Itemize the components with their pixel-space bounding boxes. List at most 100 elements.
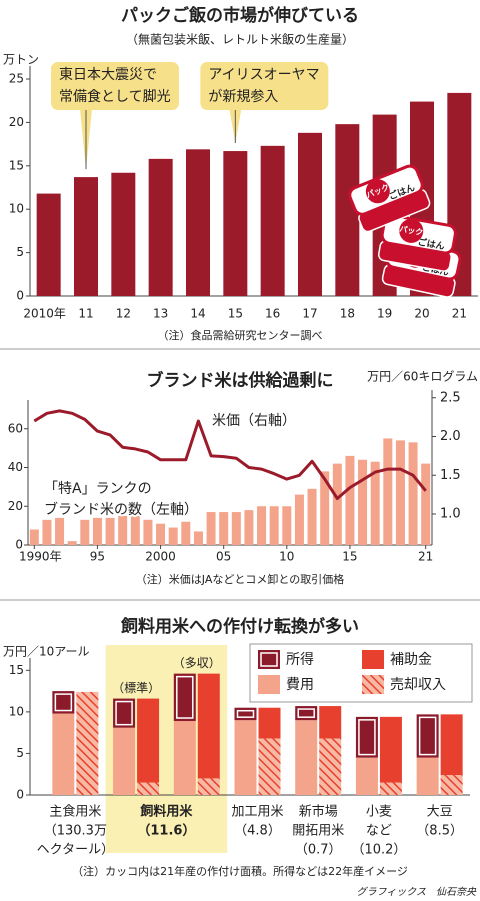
pack-badge [399, 218, 424, 243]
bar [269, 506, 279, 545]
x-tick-label: 21 [452, 307, 467, 321]
bar [421, 463, 431, 545]
bar [148, 158, 173, 296]
bar [193, 531, 203, 545]
x-tick-label: 05 [216, 550, 231, 564]
x-tick-label: 1990年 [19, 550, 62, 564]
bar [111, 172, 136, 296]
y2-tick-label: 1.5 [440, 468, 461, 483]
segment-outline [54, 693, 73, 712]
annotation-text: 東日本大震災で [59, 67, 157, 83]
y-tick-label: 60 [8, 421, 23, 435]
bar [206, 512, 216, 545]
annotation-text: が新規参入 [208, 89, 278, 105]
x-category-label: （130.3万 [44, 824, 107, 839]
segment-outline [176, 675, 194, 719]
bar-segment [234, 720, 257, 795]
scenario-label: （標準） [112, 680, 160, 695]
legend-swatch [362, 650, 384, 669]
pack-badge [365, 179, 390, 204]
chart-title: 飼料用米への作付け転換が多い [120, 616, 359, 637]
bar-segment [113, 698, 136, 728]
bar-segment [52, 713, 75, 795]
x-tick-label: 15 [228, 307, 243, 321]
legend-box [249, 643, 473, 703]
legend-swatch [362, 675, 384, 694]
x-category-label: など [366, 824, 392, 839]
y-tick-label: 0 [15, 538, 23, 552]
y-tick-label: 15 [9, 158, 24, 172]
legend-label: 補助金 [390, 652, 432, 668]
x-tick-label: 11 [78, 307, 93, 321]
x-category-label: 小麦 [366, 805, 392, 820]
axis-unit: 万トン [3, 53, 39, 67]
chart-subtitle: （無菌包装米飯、レトルト米飯の生産量） [126, 32, 354, 47]
axis-unit: 万円／60キログラム [367, 370, 478, 384]
segment-outline [418, 716, 437, 756]
bar [383, 438, 393, 545]
y-tick-label: 5 [16, 746, 24, 760]
bar-segment [258, 707, 281, 739]
x-tick-label: 2000 [145, 550, 176, 564]
bar-segment [76, 691, 99, 795]
bar [29, 529, 39, 545]
bar [408, 442, 418, 545]
bar [80, 519, 90, 545]
x-tick-label: 16 [265, 307, 280, 321]
x-category-label: 飼料用米 [139, 804, 193, 820]
legend-label: 費用 [286, 677, 314, 693]
pack-label: パック [399, 223, 424, 237]
chart-title: パックご飯の市場が伸びている [121, 5, 359, 26]
chart-title: ブランド米は供給過剰に [147, 370, 334, 391]
legend-swatch [258, 650, 280, 669]
x-tick-label: 21 [418, 550, 433, 564]
bar [156, 523, 166, 545]
bar [92, 517, 102, 545]
y-tick-label: 15 [9, 663, 24, 677]
x-category-label: （8.5） [416, 824, 463, 839]
y-tick-label: 0 [16, 788, 24, 802]
bar [36, 193, 61, 296]
axis-unit: 万円／10アール [3, 645, 90, 659]
x-category-label: 開拓用米 [292, 824, 344, 839]
bar-segment [258, 738, 281, 795]
bar [257, 506, 267, 545]
bar-segment [173, 673, 196, 722]
bar [395, 440, 405, 545]
credit: グラフィックス 仙石奈央 [357, 886, 477, 898]
bar [42, 519, 52, 545]
annotation-text: アイリスオーヤマ [208, 67, 319, 83]
bar-segment [197, 778, 220, 795]
segment-outline [358, 719, 376, 756]
y-tick-label: 10 [9, 202, 24, 216]
x-tick-label: 17 [302, 307, 317, 321]
y-tick-label: 25 [9, 72, 24, 86]
x-category-label: ヘクタール） [37, 843, 114, 858]
x-tick-label: 14 [190, 307, 205, 321]
bar [260, 145, 285, 296]
x-tick-label: 2010年 [23, 307, 66, 321]
bar [332, 463, 342, 545]
y-tick-label: 20 [8, 499, 23, 513]
x-tick-label: 15 [342, 550, 357, 564]
bar-segment [416, 714, 439, 758]
x-tick-label: 13 [153, 307, 168, 321]
line-series [33, 409, 427, 500]
y-tick-label: 40 [8, 460, 23, 474]
y-tick-label: 5 [16, 245, 24, 259]
bar-segment [319, 738, 342, 795]
bar [168, 527, 178, 545]
bar [231, 512, 241, 545]
bar-segment [137, 782, 160, 795]
bar-segment [113, 727, 136, 795]
x-category-label: （4.8） [234, 824, 281, 839]
y2-tick-label: 2.0 [440, 429, 461, 444]
bar [370, 461, 380, 545]
bar [219, 512, 229, 545]
bar [282, 506, 292, 545]
x-tick-label: 19 [377, 307, 392, 321]
segment-outline [115, 700, 133, 726]
bar-segment [197, 673, 220, 779]
